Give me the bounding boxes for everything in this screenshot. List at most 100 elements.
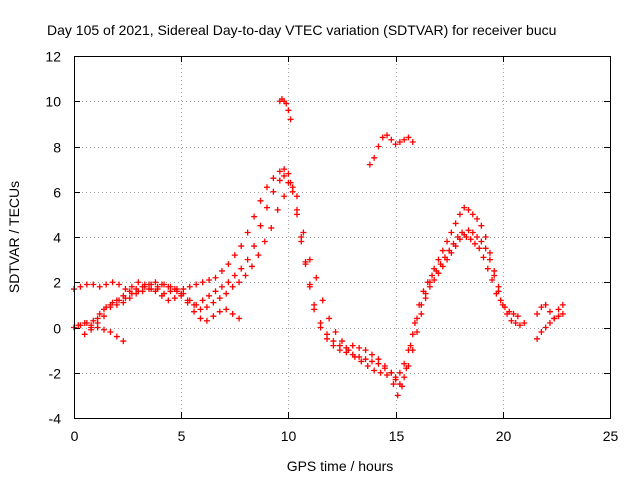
data-point xyxy=(463,234,470,240)
data-point xyxy=(534,310,541,317)
data-point xyxy=(366,161,373,168)
data-point xyxy=(409,138,416,145)
data-point xyxy=(94,324,101,331)
data-point xyxy=(465,227,472,234)
data-point xyxy=(293,206,300,213)
data-point xyxy=(411,319,418,326)
data-point xyxy=(281,172,288,179)
data-point xyxy=(461,204,468,211)
data-point xyxy=(384,132,391,139)
data-point xyxy=(251,213,258,220)
data-point xyxy=(306,256,313,263)
data-point xyxy=(300,229,307,236)
data-points xyxy=(71,95,566,399)
data-point xyxy=(90,281,97,288)
data-point xyxy=(444,238,451,245)
data-point xyxy=(101,326,108,333)
data-point xyxy=(270,175,277,182)
data-point xyxy=(336,342,343,349)
data-point xyxy=(392,376,399,383)
data-point xyxy=(133,286,140,293)
data-point xyxy=(154,283,161,290)
data-point xyxy=(420,288,427,295)
data-point xyxy=(371,154,378,161)
data-point xyxy=(218,283,225,290)
data-point xyxy=(401,374,408,381)
data-point xyxy=(81,319,88,326)
data-point xyxy=(216,308,223,315)
data-point xyxy=(276,168,283,175)
data-point xyxy=(317,319,324,326)
grid-lines xyxy=(74,56,610,418)
data-point xyxy=(242,272,249,279)
data-point xyxy=(81,331,88,338)
data-point xyxy=(489,276,496,283)
x-tick-label: 15 xyxy=(389,428,405,444)
data-point xyxy=(474,215,481,222)
data-point xyxy=(171,295,178,302)
x-tick-label: 10 xyxy=(281,428,297,444)
y-tick-labels: -4 -2 0 2 4 6 8 10 12 xyxy=(45,49,61,427)
series-track-c xyxy=(75,179,521,399)
data-point xyxy=(184,299,191,306)
data-point xyxy=(197,315,204,322)
data-point xyxy=(379,134,386,141)
x-tick-label: 5 xyxy=(178,428,186,444)
data-point xyxy=(418,310,425,317)
data-point xyxy=(75,322,82,329)
data-point xyxy=(120,299,127,306)
data-point xyxy=(422,295,429,302)
data-point xyxy=(390,381,397,388)
data-point xyxy=(437,261,444,268)
data-point xyxy=(364,362,371,369)
data-point xyxy=(193,281,200,288)
data-point xyxy=(345,347,352,354)
data-point xyxy=(384,372,391,379)
data-point xyxy=(403,365,410,372)
data-point xyxy=(251,243,258,250)
data-point xyxy=(225,261,232,268)
data-point xyxy=(152,288,159,295)
data-point xyxy=(441,254,448,261)
data-point xyxy=(180,286,187,293)
data-point xyxy=(512,319,519,326)
data-point xyxy=(416,301,423,308)
data-point xyxy=(276,177,283,184)
data-point xyxy=(330,338,337,345)
data-point xyxy=(405,134,412,141)
data-point xyxy=(401,360,408,367)
data-point xyxy=(101,306,108,313)
data-point xyxy=(482,245,489,252)
data-point xyxy=(396,369,403,376)
data-point xyxy=(323,331,330,338)
data-point xyxy=(223,290,230,297)
data-point xyxy=(77,283,84,290)
data-point xyxy=(546,319,553,326)
data-point xyxy=(302,258,309,265)
data-point xyxy=(113,297,120,304)
data-point xyxy=(469,211,476,218)
data-point xyxy=(225,279,232,286)
data-point xyxy=(491,267,498,274)
data-point xyxy=(257,197,264,204)
data-point xyxy=(210,299,217,306)
data-point xyxy=(126,288,133,295)
series-track-b xyxy=(71,168,502,388)
data-point xyxy=(283,100,290,107)
data-point xyxy=(375,356,382,363)
data-point xyxy=(313,274,320,281)
data-point xyxy=(244,256,251,263)
data-point xyxy=(555,306,562,313)
data-point xyxy=(135,279,142,286)
data-point xyxy=(263,184,270,191)
data-point xyxy=(478,222,485,229)
data-point xyxy=(429,272,436,279)
data-point xyxy=(274,206,281,213)
data-point xyxy=(285,170,292,177)
data-point xyxy=(212,288,219,295)
data-point xyxy=(287,179,294,186)
data-point xyxy=(388,369,395,376)
data-point xyxy=(306,281,313,288)
data-point xyxy=(152,279,159,286)
